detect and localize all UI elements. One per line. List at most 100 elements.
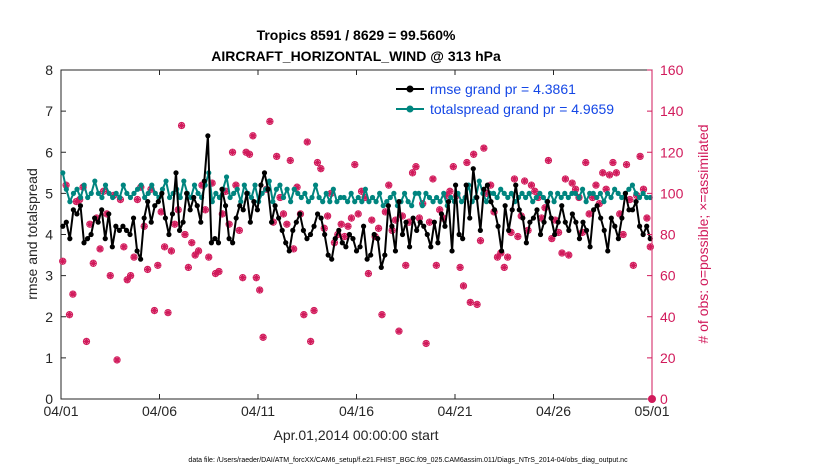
rmse-point — [233, 215, 239, 221]
rmse-point — [127, 231, 133, 238]
obs-possible-marker — [548, 234, 556, 243]
obs-assimilated-marker — [273, 153, 280, 160]
rmse-point — [318, 215, 324, 221]
totalspread-point — [124, 190, 130, 196]
rmse-point — [92, 215, 98, 221]
rmse-point — [272, 203, 278, 209]
obs-possible-marker — [337, 220, 345, 228]
totalspread-point — [152, 190, 158, 196]
totalspread-point — [127, 194, 134, 201]
rmse-point — [187, 207, 193, 213]
obs-assimilated-marker — [456, 264, 464, 271]
totalspread-point — [458, 199, 465, 205]
rmse-point — [591, 207, 597, 213]
plot-frame — [60, 69, 653, 400]
totalspread-point — [252, 182, 258, 188]
rmse-point — [410, 215, 416, 221]
obs-possible-marker — [599, 169, 607, 177]
totalspread-point — [60, 170, 66, 176]
obs-possible-marker — [514, 232, 522, 241]
obs-possible-marker — [252, 274, 260, 282]
rmse-point — [166, 231, 172, 238]
rmse-point — [63, 219, 69, 225]
obs-possible-marker — [476, 237, 485, 245]
totalspread-point — [74, 186, 80, 192]
obs-possible-marker — [412, 162, 420, 171]
legend-spread-marker — [406, 105, 414, 113]
rmse-point — [74, 211, 80, 217]
rmse-point — [254, 207, 261, 213]
obs-assimilated-marker — [205, 253, 212, 261]
obs-assimilated-marker — [433, 262, 440, 269]
rmse-point — [138, 256, 144, 262]
totalspread-point — [619, 194, 625, 201]
obs-assimilated-marker — [253, 274, 260, 281]
rmse-point — [106, 211, 112, 217]
rmse-point — [378, 264, 384, 270]
rmse-point — [619, 215, 625, 221]
rmse-point — [307, 231, 314, 238]
rmse-series — [60, 133, 653, 270]
totalspread-point — [88, 190, 94, 196]
totalspread-point — [288, 199, 294, 205]
obs-assimilated-marker — [602, 186, 610, 193]
obs-possible-marker — [130, 253, 138, 261]
obs-assimilated-marker — [382, 208, 389, 216]
rmse-point — [84, 236, 91, 242]
rmse-point — [385, 203, 391, 209]
obs-assimilated-marker — [283, 221, 291, 228]
obs-assimilated-marker — [409, 169, 416, 177]
obs-assimilated-marker — [562, 175, 569, 183]
y2-tick-label: 80 — [660, 227, 676, 243]
obs-possible-marker — [459, 282, 468, 290]
obs-assimilated-marker — [436, 206, 443, 214]
obs-assimilated-marker — [555, 229, 562, 236]
obs-assimilated-marker — [392, 216, 399, 224]
obs-assimilated-marker — [585, 210, 593, 218]
totalspread-point — [120, 182, 126, 188]
obs-assimilated-marker — [446, 188, 454, 195]
totalspread-point — [166, 194, 173, 201]
rmse-point — [534, 207, 540, 213]
rmse-point — [184, 190, 190, 196]
obs-assimilated-marker — [256, 286, 263, 294]
x-tick-label: 04/21 — [437, 403, 472, 419]
obs-possible-marker — [120, 243, 128, 251]
obs-assimilated-marker — [484, 190, 491, 197]
obs-assimilated-marker — [463, 159, 471, 166]
obs-assimilated-marker — [412, 163, 420, 170]
totalspread-point — [640, 190, 646, 196]
obs-assimilated-marker — [229, 149, 236, 156]
obs-possible-marker — [256, 286, 264, 294]
rmse-point — [222, 203, 229, 209]
obs-possible-marker — [317, 165, 325, 173]
totalspread-point — [316, 194, 322, 201]
totalspread-point — [391, 190, 397, 196]
obs-assimilated-marker — [239, 274, 246, 281]
totalspread-point — [131, 190, 137, 196]
obs-assimilated-marker — [626, 196, 634, 203]
obs-assimilated-marker — [161, 243, 168, 251]
obs-possible-marker — [612, 169, 620, 177]
totalspread-point — [430, 199, 436, 205]
totalspread-point — [537, 190, 543, 196]
totalspread-point — [213, 190, 219, 196]
rmse-point — [569, 211, 575, 217]
totalspread-point — [629, 182, 636, 188]
totalspread-point — [359, 199, 365, 205]
totalspread-point — [231, 190, 237, 196]
obs-possible-marker — [456, 263, 464, 272]
obs-possible-marker — [622, 160, 631, 169]
obs-assimilated-marker — [236, 227, 243, 234]
rmse-point — [346, 231, 353, 238]
obs-possible-marker — [286, 156, 294, 165]
y-axis-right: 0 20 40 60 80 100 120 140 160 — [647, 62, 684, 407]
obs-assimilated-marker — [429, 175, 437, 183]
totalspread-point — [134, 186, 141, 192]
totalspread-point — [604, 190, 611, 196]
obs-assimilated-marker — [113, 356, 121, 364]
totalspread-point — [312, 182, 319, 188]
rmse-point — [300, 227, 307, 233]
y2-tick-label: 20 — [660, 350, 676, 366]
